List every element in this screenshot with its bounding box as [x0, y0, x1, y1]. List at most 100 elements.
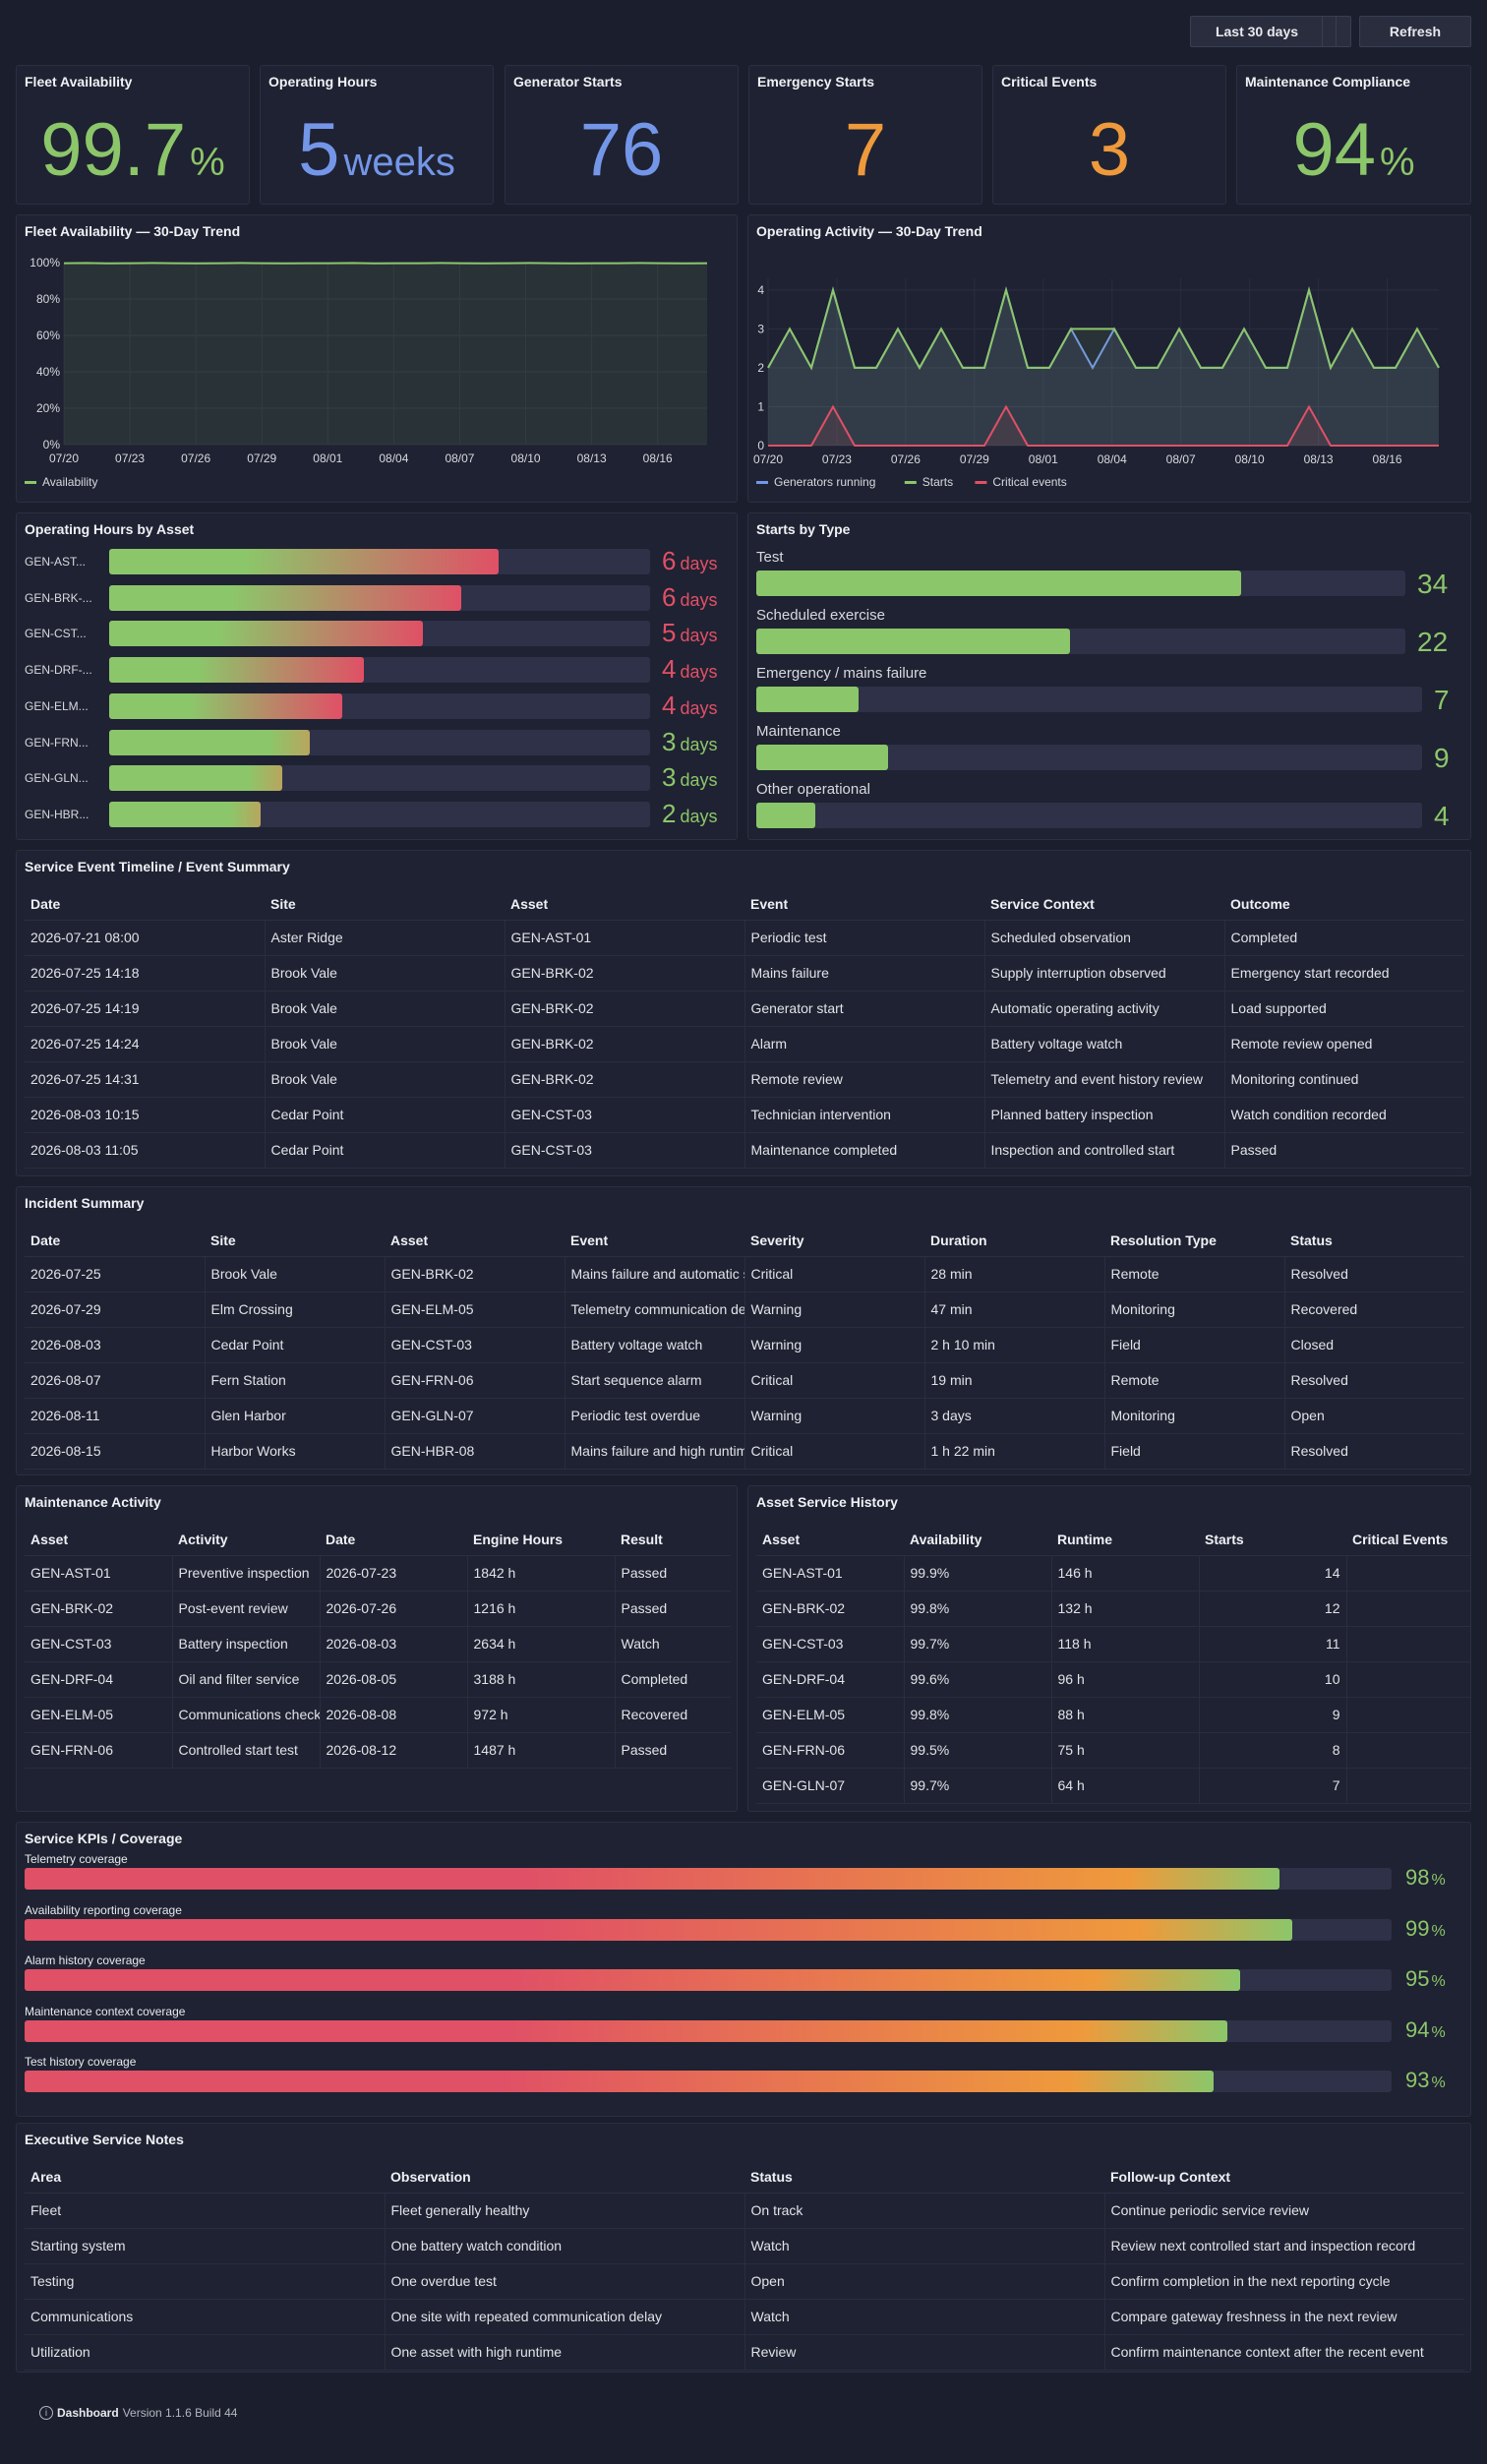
table-cell: Field [1104, 1433, 1285, 1470]
column-header[interactable]: Follow-up Context [1104, 2161, 1464, 2194]
kpi-bar [25, 1969, 1240, 1991]
column-header[interactable]: Site [205, 1225, 385, 1257]
time-range-picker[interactable]: Last 30 days [1190, 16, 1351, 47]
table-row: GEN-DRF-04 Oil and filter service 2026-08-… [25, 1661, 731, 1698]
column-header[interactable]: Asset [385, 1225, 565, 1257]
column-header[interactable]: Engine Hours [467, 1524, 615, 1556]
column-header[interactable]: Resolution Type [1104, 1225, 1284, 1257]
column-header[interactable]: Date [25, 1225, 205, 1257]
column-header[interactable]: Date [320, 1524, 467, 1556]
column-header[interactable]: Duration [924, 1225, 1104, 1257]
maintenance-panel: Maintenance Activity Asset Activity Date En… [16, 1485, 738, 1812]
table-row: 2026-07-25 14:19 Brook Vale GEN-BRK-02 Gene… [25, 991, 1464, 1027]
table-cell: Resolved [1284, 1256, 1464, 1292]
table-cell: Battery voltage watch [984, 1026, 1225, 1062]
bar-value: 4 [1434, 801, 1450, 831]
bar [756, 745, 888, 770]
table-cell: Brook Vale [265, 955, 506, 992]
table-cell: Brook Vale [265, 1026, 506, 1062]
x-tick-label: 08/07 [445, 451, 474, 465]
kpi-value: 98% [1405, 1865, 1446, 1891]
kpi-unit: % [1431, 1872, 1446, 1889]
x-tick-label: 08/10 [511, 451, 541, 465]
bar-value: 2 days [662, 800, 718, 830]
table-cell: Completed [615, 1661, 731, 1698]
bar-unit: days [680, 734, 718, 754]
table-cell: Passed [615, 1591, 731, 1627]
stat-unit: weeks [343, 141, 455, 184]
table-cell: Utilization [25, 2334, 386, 2371]
table-row: Utilization One asset with high runtime Re… [25, 2334, 1464, 2371]
column-header[interactable]: Asset [25, 1524, 172, 1556]
bar-label: Test [756, 549, 784, 566]
table-cell: Automatic operating activity [984, 991, 1225, 1027]
info-icon: i [39, 2406, 53, 2420]
table-cell: Watch [744, 2299, 1105, 2335]
column-header[interactable]: Availability [904, 1524, 1051, 1556]
bar-track [109, 584, 650, 611]
column-header[interactable]: Service Context [984, 888, 1224, 921]
column-header[interactable]: Runtime [1051, 1524, 1199, 1556]
column-header[interactable]: Date [25, 888, 265, 921]
table-cell: Periodic test [744, 920, 985, 956]
table-cell: Resolved [1284, 1362, 1464, 1399]
y-tick-label: 2 [757, 361, 764, 375]
table-cell: GEN-DRF-04 [25, 1661, 173, 1698]
bar-unit: days [680, 806, 718, 826]
table-cell: 28 min [924, 1256, 1105, 1292]
table-row: 2026-07-25 Brook Vale GEN-BRK-02 Mains fail… [25, 1256, 1464, 1292]
column-header[interactable]: Area [25, 2161, 385, 2194]
table-cell: 99.8% [904, 1591, 1052, 1627]
kpi-label: Test history coverage [25, 2055, 137, 2069]
table-cell: Inspection and controlled start [984, 1132, 1225, 1169]
table-cell: Mains failure [744, 955, 985, 992]
legend-label: Starts [922, 475, 953, 489]
column-header[interactable]: Activity [172, 1524, 320, 1556]
y-tick-label: 4 [757, 283, 764, 297]
column-header[interactable]: Event [565, 1225, 744, 1257]
bar-track [109, 765, 650, 792]
column-header[interactable]: Severity [744, 1225, 924, 1257]
column-header[interactable]: Asset [756, 1524, 904, 1556]
column-header[interactable]: Status [1284, 1225, 1464, 1257]
column-header[interactable]: Result [615, 1524, 731, 1556]
bar-track [756, 629, 1405, 654]
history-panel: Asset Service History Asset Availability R… [747, 1485, 1471, 1812]
bar-number: 2 [662, 798, 677, 828]
table-cell: 2026-07-25 14:19 [25, 991, 266, 1027]
column-header[interactable]: Site [265, 888, 505, 921]
table-cell: 99.9% [904, 1555, 1052, 1592]
column-header[interactable]: Observation [385, 2161, 744, 2194]
column-header[interactable]: Event [744, 888, 984, 921]
x-tick-label: 07/23 [115, 451, 145, 465]
availability-trend-chart: 0% 20% 40% 60% 80% 100% 07/20 07/23 07/26 07/29 08… [25, 256, 708, 489]
column-header[interactable]: Starts [1199, 1524, 1346, 1556]
timeline-table: Date Site Asset Event Service Context Outcome… [25, 888, 1464, 1169]
kpi-value: 94% [1405, 2017, 1446, 2043]
table-cell: GEN-FRN-06 [756, 1732, 905, 1769]
stat-panel: Generator Starts 76 [505, 65, 739, 205]
stat-title: Emergency Starts [757, 74, 875, 90]
column-header[interactable]: Critical Events [1346, 1524, 1470, 1556]
stat-value: 94% [1237, 111, 1470, 202]
column-header[interactable]: Outcome [1224, 888, 1464, 921]
column-header[interactable]: Status [744, 2161, 1104, 2194]
table-cell: Telemetry communication delay [565, 1292, 745, 1328]
bar-row: GEN-DRF-... 4 days [25, 655, 729, 684]
table-row: GEN-FRN-06 Controlled start test 2026-08-1… [25, 1732, 731, 1769]
toolbar: Last 30 days Refresh [1190, 16, 1471, 47]
table-cell: Fleet generally healthy [385, 2193, 745, 2229]
table-row: Starting system One battery watch conditi… [25, 2228, 1464, 2264]
x-tick-label: 08/13 [577, 451, 607, 465]
refresh-button[interactable]: Refresh [1359, 16, 1471, 47]
bar-label: Maintenance [756, 723, 841, 740]
column-header[interactable]: Asset [505, 888, 744, 921]
table-cell: Critical [744, 1433, 925, 1470]
bar-label: GEN-BRK-... [25, 590, 92, 605]
table-cell: 47 min [924, 1292, 1105, 1328]
x-tick-label: 08/04 [1098, 452, 1127, 466]
bar-value: 3 days [662, 728, 718, 758]
table-cell: 3 days [924, 1398, 1105, 1434]
